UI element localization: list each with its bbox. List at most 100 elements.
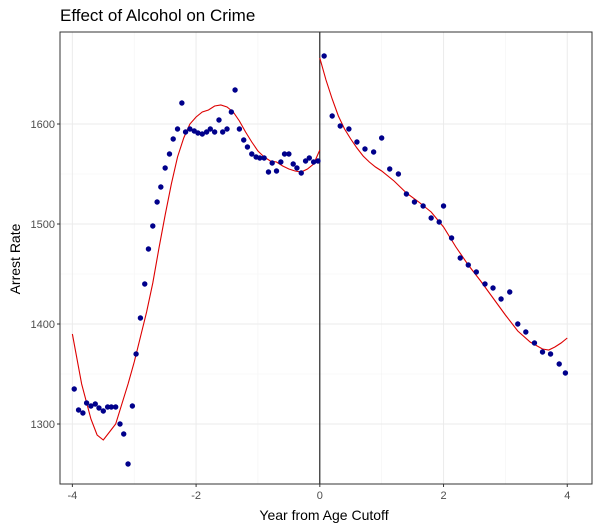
data-point bbox=[362, 146, 368, 152]
data-point bbox=[244, 144, 251, 150]
data-point bbox=[436, 219, 442, 225]
data-point bbox=[108, 404, 115, 410]
data-point bbox=[257, 155, 263, 161]
data-point bbox=[490, 285, 496, 291]
data-point bbox=[523, 329, 529, 335]
data-point bbox=[232, 87, 238, 93]
data-point bbox=[224, 126, 230, 132]
x-tick-label: -2 bbox=[191, 490, 201, 502]
data-point bbox=[150, 223, 156, 229]
data-point bbox=[269, 160, 275, 166]
data-point bbox=[125, 461, 131, 467]
data-point bbox=[281, 151, 288, 157]
data-point bbox=[420, 203, 426, 209]
data-point bbox=[88, 403, 94, 409]
data-point bbox=[321, 53, 327, 59]
data-point bbox=[75, 407, 82, 413]
data-point bbox=[142, 281, 148, 287]
data-point bbox=[182, 129, 189, 135]
x-axis-title: Year from Age Cutoff bbox=[259, 507, 388, 523]
data-point bbox=[203, 129, 210, 135]
grid-lines bbox=[60, 32, 592, 484]
data-point bbox=[515, 321, 521, 327]
data-point bbox=[207, 126, 214, 132]
data-point bbox=[294, 165, 300, 171]
data-point bbox=[498, 296, 504, 302]
data-point bbox=[162, 165, 168, 171]
data-point bbox=[298, 170, 304, 176]
data-point bbox=[539, 349, 546, 355]
data-point bbox=[71, 386, 77, 392]
data-point bbox=[395, 171, 402, 177]
data-point bbox=[211, 129, 218, 135]
data-point bbox=[346, 126, 352, 132]
data-point bbox=[290, 161, 296, 167]
data-point bbox=[286, 151, 292, 157]
data-point bbox=[117, 421, 123, 427]
data-point bbox=[562, 370, 569, 376]
y-axis-title: Arrest Rate bbox=[7, 223, 23, 294]
data-point bbox=[80, 410, 86, 416]
data-point bbox=[354, 139, 360, 145]
data-point bbox=[403, 191, 410, 197]
data-point bbox=[133, 351, 139, 357]
data-point bbox=[195, 130, 201, 136]
data-point bbox=[411, 199, 418, 205]
data-point bbox=[507, 289, 513, 295]
data-point bbox=[83, 400, 90, 406]
y-tick-label: 1400 bbox=[31, 319, 55, 331]
data-point bbox=[265, 169, 272, 175]
data-point bbox=[465, 262, 471, 268]
data-point bbox=[241, 137, 247, 143]
data-point bbox=[216, 117, 222, 123]
data-point bbox=[96, 405, 102, 411]
data-point bbox=[428, 215, 434, 221]
data-point bbox=[249, 151, 255, 157]
data-point bbox=[337, 123, 343, 129]
y-tick-label: 1500 bbox=[31, 219, 55, 231]
data-point bbox=[278, 159, 284, 165]
data-point bbox=[378, 135, 385, 141]
y-tick-label: 1600 bbox=[31, 119, 55, 131]
data-point bbox=[261, 155, 267, 161]
data-points bbox=[71, 53, 569, 467]
data-point bbox=[315, 158, 321, 164]
y-axis-ticks: 1300 1400 1500 1600 bbox=[31, 119, 60, 431]
data-point bbox=[236, 126, 243, 132]
data-point bbox=[179, 100, 185, 106]
data-point bbox=[228, 109, 235, 115]
data-point bbox=[387, 166, 393, 172]
data-point bbox=[219, 129, 226, 135]
data-point bbox=[440, 203, 447, 209]
data-point bbox=[92, 401, 98, 407]
data-point bbox=[370, 149, 377, 155]
data-point bbox=[273, 168, 280, 174]
data-point bbox=[174, 126, 181, 132]
data-point bbox=[145, 246, 152, 252]
data-point bbox=[170, 136, 176, 142]
data-point bbox=[302, 158, 309, 164]
panel-border bbox=[59, 31, 593, 485]
data-point bbox=[129, 403, 136, 409]
data-point bbox=[100, 408, 107, 414]
x-axis-ticks: -4 -2 0 2 4 bbox=[67, 484, 570, 502]
data-point bbox=[158, 184, 164, 190]
data-point bbox=[112, 404, 119, 410]
data-point bbox=[448, 235, 455, 241]
data-point bbox=[199, 131, 205, 137]
data-point bbox=[187, 126, 193, 132]
data-point bbox=[531, 340, 538, 346]
data-point bbox=[310, 159, 317, 165]
data-point bbox=[457, 255, 463, 261]
x-tick-label: -4 bbox=[67, 490, 77, 502]
x-tick-label: 2 bbox=[440, 490, 446, 502]
y-tick-label: 1300 bbox=[31, 419, 55, 431]
data-point bbox=[556, 361, 562, 367]
chart-title: Effect of Alcohol on Crime bbox=[60, 6, 256, 25]
data-point bbox=[473, 269, 480, 275]
data-point bbox=[121, 431, 127, 437]
data-point bbox=[104, 404, 111, 410]
data-point bbox=[482, 281, 488, 287]
data-point bbox=[166, 151, 173, 157]
